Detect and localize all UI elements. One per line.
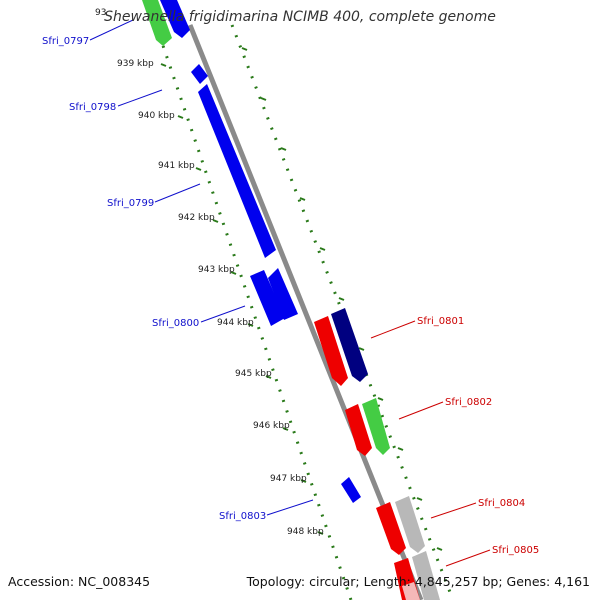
scale-label: 93 — [95, 8, 106, 18]
gene-label-sfri-0801[interactable]: Sfri_0801 — [417, 316, 464, 327]
gene-sfri-0801-navy[interactable] — [331, 308, 368, 382]
gene-sfri-0806-pink[interactable] — [402, 582, 420, 600]
gene-sfri-0797-green[interactable] — [142, 0, 172, 46]
gene-sfri-0800b[interactable] — [268, 268, 298, 320]
gene-label-sfri-0805[interactable]: Sfri_0805 — [492, 545, 539, 556]
gene-sfri-0805-gray[interactable] — [412, 551, 440, 600]
scale-label: 939 kbp — [117, 59, 154, 69]
gene-sfri-0804-gray[interactable] — [395, 496, 425, 553]
scale-label: 945 kbp — [235, 369, 272, 379]
major-ticks-left — [160, 63, 324, 535]
genome-summary-text: Topology: circular; Length: 4,845,257 bp… — [246, 574, 590, 589]
scale-label: 940 kbp — [138, 111, 175, 121]
scale-label: 946 kbp — [253, 421, 290, 431]
gene-label-sfri-0800[interactable]: Sfri_0800 — [152, 318, 199, 329]
scale-label: 941 kbp — [158, 161, 195, 171]
gene-sfri-0802-green[interactable] — [362, 398, 390, 455]
accession-text: Accession: NC_008345 — [8, 574, 151, 589]
gene-sfri-0799[interactable] — [198, 84, 276, 258]
gene-label-sfri-0798[interactable]: Sfri_0798 — [69, 102, 116, 113]
scale-label: 947 kbp — [270, 474, 307, 484]
scale-label: 943 kbp — [198, 265, 235, 275]
scale-label: 948 kbp — [287, 527, 324, 537]
gene-label-sfri-0803[interactable]: Sfri_0803 — [219, 511, 266, 522]
gene-sfri-0802-red[interactable] — [345, 404, 372, 456]
genome-backbone — [187, 24, 424, 600]
gene-sfri-0804-red[interactable] — [376, 502, 406, 555]
gene-label-sfri-0802[interactable]: Sfri_0802 — [445, 397, 492, 408]
gene-label-sfri-0804[interactable]: Sfri_0804 — [478, 498, 525, 509]
gene-label-sfri-0799[interactable]: Sfri_0799 — [107, 198, 154, 209]
gene-sfri-0801-red[interactable] — [314, 316, 348, 386]
gene-sfri-0798[interactable] — [191, 64, 208, 84]
gene-label-sfri-0797[interactable]: Sfri_0797 — [42, 36, 89, 47]
gene-sfri-0800a[interactable] — [250, 270, 285, 326]
gene-sfri-0803[interactable] — [341, 477, 361, 503]
major-ticks-right — [241, 47, 443, 551]
map-title: Shewanella frigidimarina NCIMB 400, comp… — [104, 9, 496, 25]
scale-label: 942 kbp — [178, 213, 215, 223]
gene-sfri-0797-blue[interactable] — [160, 0, 190, 38]
scale-label: 944 kbp — [217, 318, 254, 328]
